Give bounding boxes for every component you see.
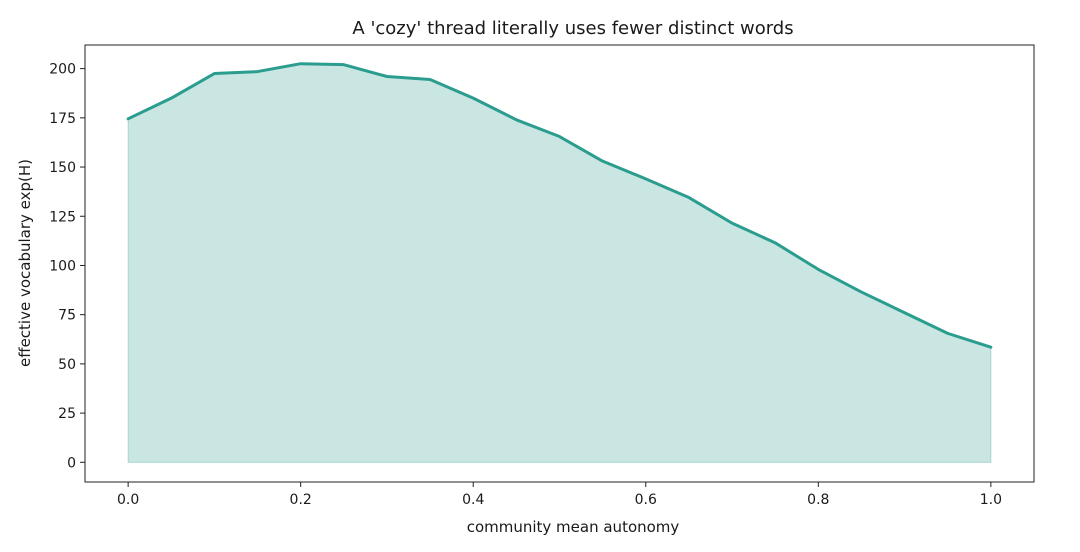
y-tick-label: 50: [58, 357, 76, 373]
plot-frame: [84, 44, 1035, 483]
x-tick-label: 1.0: [980, 492, 1002, 508]
x-tick-label: 0.8: [807, 492, 829, 508]
chart-title: A 'cozy' thread literally uses fewer dis…: [352, 18, 793, 39]
data-point: [774, 241, 777, 244]
data-point: [946, 332, 949, 335]
y-tick-label: 200: [49, 62, 76, 78]
data-point: [299, 62, 302, 65]
x-tick-label: 0.2: [290, 492, 312, 508]
data-point: [644, 177, 647, 180]
data-point: [472, 97, 475, 100]
data-point: [429, 78, 432, 81]
y-tick-label: 100: [49, 258, 76, 274]
series-line: [126, 62, 993, 349]
data-point: [256, 70, 259, 73]
data-point: [903, 311, 906, 314]
y-axis-label: effective vocabulary exp(H): [16, 159, 34, 367]
y-tick-label: 0: [67, 455, 76, 471]
data-point: [342, 63, 345, 66]
y-tick-label: 25: [58, 406, 76, 422]
x-axis-label: community mean autonomy: [467, 518, 680, 536]
data-point: [170, 97, 173, 100]
y-axis: 0 25 50 75 100 125 150 175 200: [49, 62, 85, 471]
data-point: [385, 75, 388, 78]
data-point: [213, 72, 216, 75]
data-point: [558, 135, 561, 138]
data-point: [127, 117, 130, 120]
data-point: [601, 160, 604, 163]
data-point: [515, 118, 518, 121]
y-tick-label: 175: [49, 111, 76, 127]
plot-area: [126, 62, 993, 463]
y-tick-label: 150: [49, 160, 76, 176]
x-axis: 0.0 0.2 0.4 0.6 0.8 1.0: [117, 482, 1002, 508]
x-tick-label: 0.4: [462, 492, 484, 508]
x-tick-label: 0.6: [635, 492, 657, 508]
data-point: [860, 291, 863, 294]
data-point: [817, 268, 820, 271]
data-point: [687, 196, 690, 199]
x-tick-label: 0.0: [117, 492, 139, 508]
data-point: [731, 222, 734, 225]
y-tick-label: 125: [49, 209, 76, 225]
series-area-fill: [127, 63, 992, 463]
data-point: [989, 346, 992, 349]
y-tick-label: 75: [58, 308, 76, 324]
